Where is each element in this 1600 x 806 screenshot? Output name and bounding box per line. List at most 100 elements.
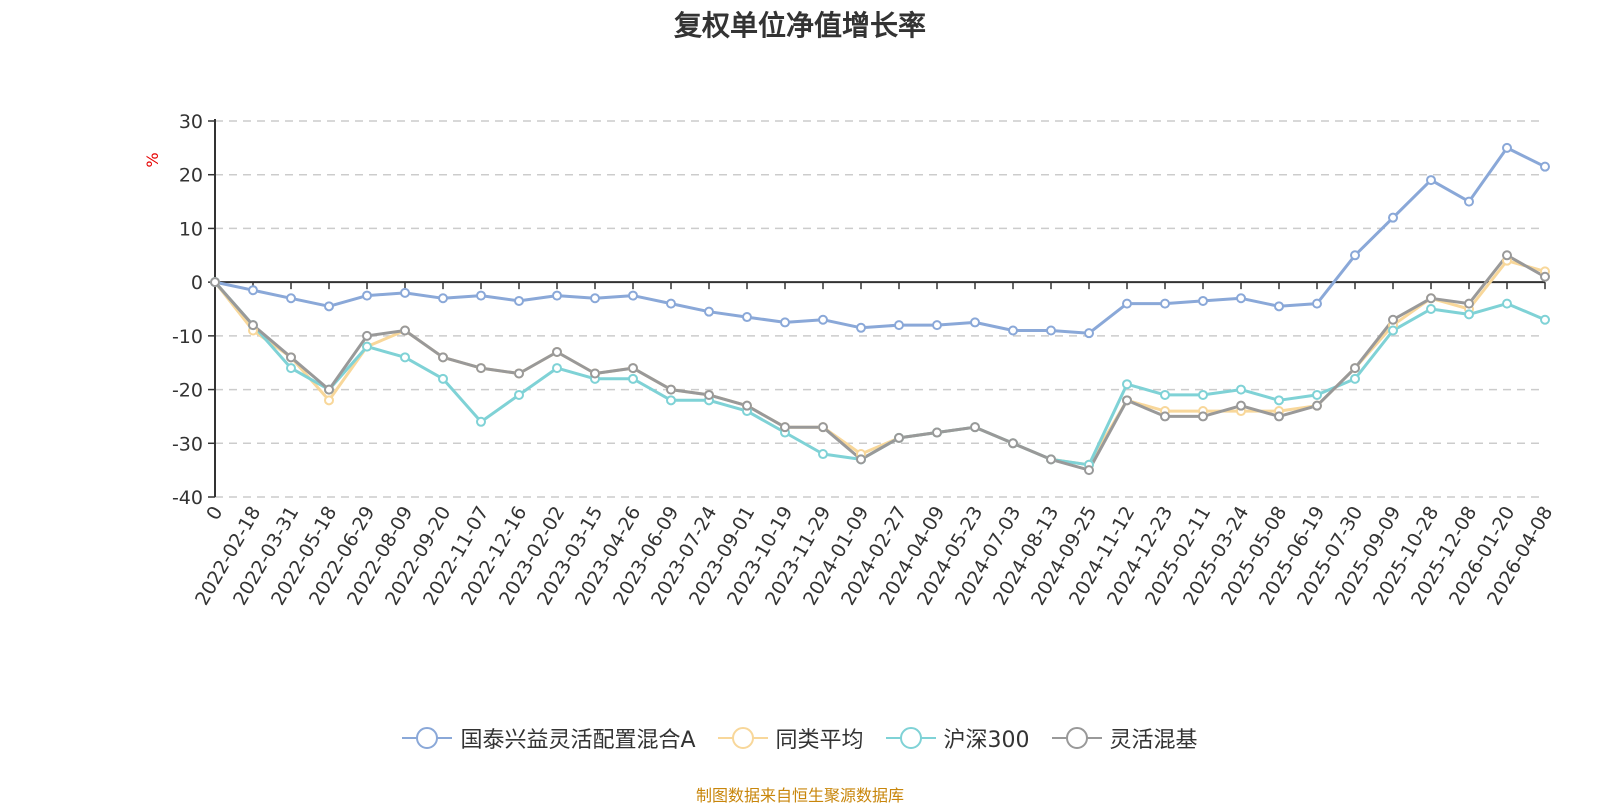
data-point	[1426, 175, 1436, 186]
data-point	[438, 293, 448, 304]
legend-label: 同类平均	[775, 728, 864, 753]
data-point	[628, 290, 638, 301]
data-point	[248, 320, 258, 331]
data-point	[248, 285, 258, 296]
data-point	[818, 449, 828, 460]
x-tick-label: 0	[202, 503, 227, 524]
data-point	[1084, 328, 1094, 339]
data-point	[1502, 142, 1512, 153]
legend-item[interactable]: 沪深300	[885, 722, 1030, 754]
data-point	[1388, 314, 1398, 325]
y-tick-label: 30	[179, 111, 203, 133]
data-point	[400, 287, 410, 298]
data-point	[628, 373, 638, 384]
data-point	[1464, 196, 1474, 207]
data-point	[856, 454, 866, 465]
legend-label: 沪深300	[943, 728, 1030, 753]
data-point	[894, 320, 904, 331]
data-point	[1198, 295, 1208, 306]
data-point	[704, 306, 714, 317]
data-point	[1426, 304, 1436, 314]
data-point	[628, 363, 638, 374]
data-point	[400, 325, 410, 336]
data-point	[666, 298, 676, 309]
data-point	[1388, 325, 1398, 336]
data-point	[1312, 298, 1322, 309]
y-tick-label: 0	[191, 272, 203, 294]
data-point	[894, 432, 904, 443]
data-point	[1008, 438, 1018, 449]
data-point	[1426, 293, 1436, 304]
data-point	[1122, 379, 1132, 390]
data-point	[324, 395, 334, 406]
legend-item[interactable]: 国泰兴益灵活配置混合A	[402, 722, 696, 754]
y-tick-label: 10	[179, 218, 203, 240]
data-point	[666, 384, 676, 395]
data-point	[704, 389, 714, 400]
data-point	[742, 400, 752, 411]
y-axis-unit-label: %	[143, 152, 162, 167]
data-point	[780, 422, 790, 433]
series-lines	[213, 146, 1546, 472]
data-point	[1464, 309, 1474, 320]
y-tick-labels: -40 -30 -20 -10 0 10 20 30	[172, 111, 203, 509]
data-point	[818, 314, 828, 325]
data-point	[590, 293, 600, 304]
data-point	[1236, 384, 1246, 395]
data-point	[1540, 271, 1550, 282]
data-point	[1122, 298, 1132, 309]
data-point	[1236, 400, 1246, 411]
data-point	[1350, 363, 1360, 374]
data-point	[1350, 373, 1360, 384]
data-point	[1160, 389, 1170, 400]
legend-line-circle-icon	[402, 727, 453, 749]
data-point	[1236, 293, 1246, 304]
legend: 国泰兴益灵活配置混合A 同类平均 沪深300 灵活混基	[0, 722, 1600, 754]
data-point	[286, 293, 296, 304]
data-point	[438, 373, 448, 384]
data-point	[818, 422, 828, 433]
line-chart: % -40 -30 -20 -10 0 10 20 30 02022-02-182022-03…	[143, 111, 1557, 610]
data-point	[742, 312, 752, 323]
data-point	[286, 363, 296, 374]
legend-line-circle-icon	[1051, 727, 1102, 749]
data-point	[514, 368, 524, 379]
data-point	[552, 346, 562, 357]
legend-item[interactable]: 灵活混基	[1051, 722, 1198, 754]
x-tick-labels: 02022-02-182022-03-312022-05-182022-06-2…	[191, 503, 1557, 610]
data-point	[1084, 465, 1094, 476]
data-point	[1198, 411, 1208, 422]
series-line	[213, 253, 1546, 472]
data-point	[324, 384, 334, 395]
data-point	[1160, 411, 1170, 422]
y-tick-label: -30	[172, 433, 203, 455]
legend-label: 灵活混基	[1109, 728, 1198, 753]
data-point	[514, 389, 524, 400]
data-point	[1274, 301, 1284, 312]
data-point	[438, 352, 448, 363]
data-point	[970, 422, 980, 433]
series-line	[213, 281, 1546, 467]
data-point	[1312, 400, 1322, 411]
series-markers	[210, 142, 1550, 476]
y-tick-label: -40	[172, 487, 203, 509]
data-point	[1046, 325, 1056, 336]
grid-lines	[215, 120, 1545, 498]
series-line	[214, 146, 1546, 335]
data-point	[1312, 389, 1322, 400]
data-point	[362, 341, 372, 352]
data-point	[1198, 389, 1208, 400]
data-point	[932, 427, 942, 438]
legend-line-circle-icon	[885, 727, 936, 749]
data-point	[476, 363, 486, 374]
data-point	[1122, 395, 1132, 406]
data-point	[552, 290, 562, 301]
data-point	[970, 317, 980, 328]
chart-title: 复权单位净值增长率	[673, 9, 926, 42]
y-tick-label: -10	[172, 326, 203, 348]
data-point	[780, 317, 790, 328]
data-point	[1350, 250, 1360, 261]
legend-item[interactable]: 同类平均	[717, 722, 864, 754]
data-point	[552, 363, 562, 374]
legend-label: 国泰兴益灵活配置混合A	[460, 728, 696, 753]
